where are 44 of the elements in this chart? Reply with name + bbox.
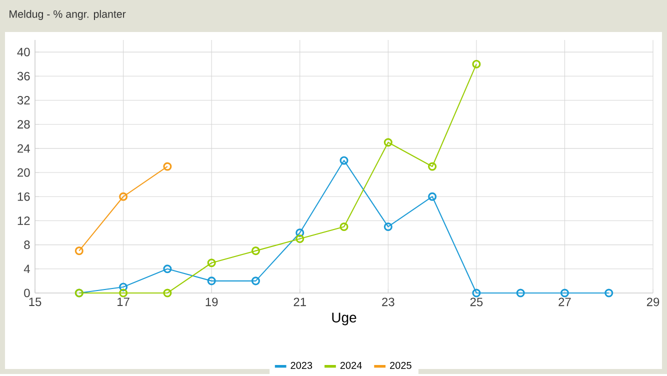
y-tick-label: 12 (18, 216, 30, 225)
point (163, 288, 172, 298)
point (119, 282, 128, 292)
point (340, 156, 348, 165)
point (251, 276, 260, 286)
point (472, 288, 481, 298)
x-axis-title: Uge (332, 312, 356, 326)
legend-label: 2023 (290, 362, 312, 369)
x-tick-label: 25 (470, 298, 483, 306)
y-tick-label: 0 (24, 288, 30, 298)
point (428, 192, 437, 201)
x-tick-label: 23 (382, 298, 394, 306)
point (560, 288, 569, 298)
x-tick-label: 29 (646, 298, 660, 306)
point (207, 258, 216, 268)
y-tick-label: 36 (17, 72, 30, 80)
y-tick-label: 16 (18, 192, 30, 201)
legend-label: 2025 (390, 362, 412, 369)
point (163, 264, 172, 274)
x-tick-label: 27 (558, 298, 571, 306)
point (428, 162, 437, 171)
point (119, 192, 128, 201)
x-tick-label: 19 (206, 298, 218, 306)
y-tick-label: 32 (17, 96, 30, 104)
y-tick-label: 40 (17, 48, 30, 56)
chart-title: Meldug - % angr. planter (10, 10, 126, 20)
point (384, 222, 392, 231)
point (207, 276, 216, 286)
x-tick-label: 17 (118, 298, 130, 306)
y-tick-label: 4 (24, 264, 30, 273)
point (251, 246, 260, 256)
x-tick-label: 15 (29, 298, 42, 306)
point (384, 138, 392, 147)
y-tick-label: 24 (18, 144, 30, 153)
legend-label: 2024 (340, 362, 362, 369)
point (516, 288, 525, 298)
y-tick-label: 20 (18, 168, 30, 177)
point (296, 234, 304, 243)
point (340, 222, 348, 231)
y-tick-label: 28 (18, 120, 30, 129)
y-tick-label: 8 (24, 240, 30, 249)
point (119, 288, 128, 298)
point (296, 228, 304, 237)
x-tick-label: 21 (294, 298, 306, 306)
